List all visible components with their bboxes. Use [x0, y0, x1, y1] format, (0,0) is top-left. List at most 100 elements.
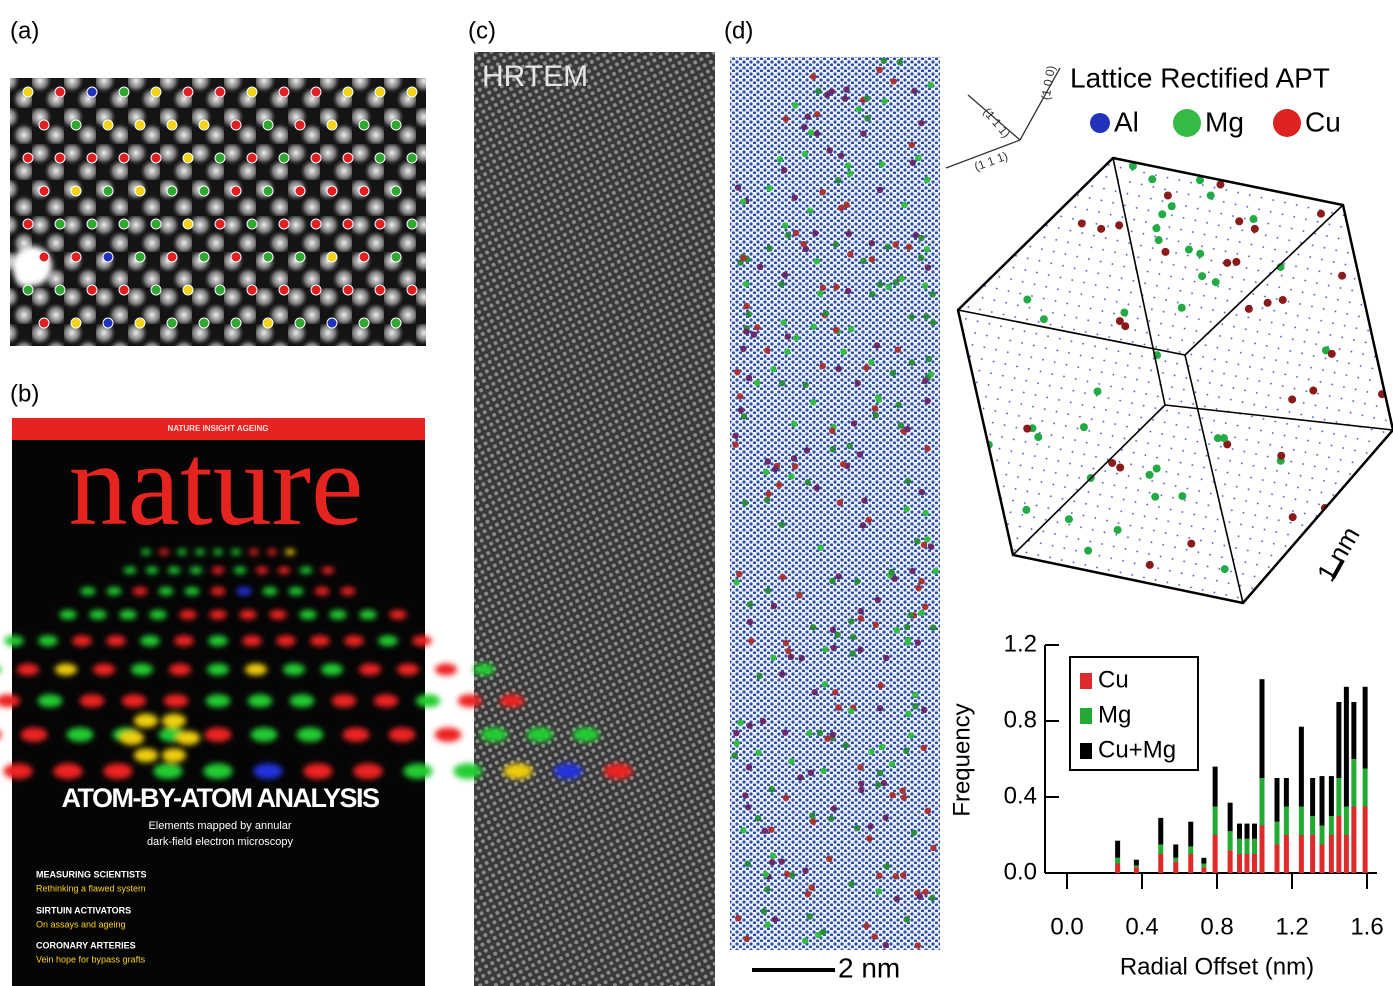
cover-atom — [389, 610, 406, 620]
apt-atom — [1251, 225, 1259, 233]
solute-atom — [889, 569, 895, 575]
cover-masthead: nature — [69, 419, 364, 550]
bar-segment — [1158, 845, 1163, 855]
cover-atom — [119, 610, 136, 620]
solute-atom — [763, 469, 769, 475]
solute-atom — [876, 873, 882, 879]
solute-atom — [802, 938, 808, 944]
solute-atom — [746, 722, 752, 728]
solute-atom — [810, 399, 816, 405]
cover-atom — [378, 635, 398, 646]
solute-atom — [912, 692, 918, 698]
cover-atom — [253, 763, 282, 779]
bar-segment — [1201, 864, 1206, 868]
solute-atom — [779, 671, 785, 677]
atom-dot — [167, 186, 177, 196]
solute-atom — [892, 241, 898, 247]
solute-atom — [847, 170, 853, 176]
atom-dot — [135, 318, 145, 328]
solute-atom — [820, 768, 826, 774]
apt-atom — [1148, 175, 1156, 183]
solute-atom — [792, 463, 798, 469]
bar-segment — [1245, 824, 1250, 839]
bar-segment — [1284, 807, 1289, 836]
solute-atom — [912, 703, 918, 709]
apt-atom — [1120, 309, 1128, 317]
apt-atom — [1178, 304, 1186, 312]
solute-atom — [791, 194, 797, 200]
solute-atom — [804, 113, 810, 119]
solute-atom — [891, 576, 897, 582]
solute-atom — [806, 730, 812, 736]
solute-atom — [793, 230, 799, 236]
apt-atom — [1116, 463, 1124, 471]
solute-atom — [770, 366, 776, 372]
solute-atom — [814, 130, 820, 136]
solute-atom — [837, 499, 843, 505]
cover-atom — [67, 728, 94, 742]
solute-atom — [776, 482, 782, 488]
solute-atom — [923, 313, 929, 319]
direction-label: (1 1 1) — [980, 105, 1013, 141]
solute-atom — [765, 491, 771, 497]
atom-dot — [343, 219, 353, 229]
atom-dot — [215, 153, 225, 163]
apt-atom — [1161, 248, 1169, 256]
apt-atom — [1145, 471, 1153, 479]
apt-atom — [1116, 317, 1124, 325]
solute-atom — [770, 655, 776, 661]
solute-atom — [817, 545, 823, 551]
solute-atom — [851, 420, 857, 426]
cover-atom — [416, 694, 440, 707]
atom-dot — [359, 252, 369, 262]
y-tick-label: 0.8 — [1004, 706, 1037, 733]
cover-atom — [159, 587, 174, 595]
solute-atom — [860, 130, 866, 136]
cover-story-text: On assays and ageing — [36, 919, 126, 929]
solute-atom — [915, 640, 921, 646]
atom-dot — [247, 153, 257, 163]
cover-atom — [263, 587, 278, 595]
solute-atom — [871, 933, 877, 939]
solute-atom — [743, 936, 749, 942]
atom-dot — [279, 87, 289, 97]
solute-atom — [797, 774, 803, 780]
solute-atom — [811, 689, 817, 695]
apt-atom — [1279, 296, 1287, 304]
cover-atom — [133, 587, 148, 595]
page: (a) (b) (c) (d) NATURE INSIGHT AGEING na… — [0, 0, 1393, 986]
atom-dot — [55, 285, 65, 295]
apt-atom — [1114, 526, 1122, 534]
atom-dot — [215, 285, 225, 295]
x-tick-label: 0.0 — [1050, 913, 1083, 940]
solute-atom — [822, 681, 828, 687]
solute-atom — [810, 73, 816, 79]
atom-dot — [215, 87, 225, 97]
cover-atom — [206, 694, 230, 707]
cover-atom — [269, 610, 286, 620]
cover-atom — [278, 567, 290, 574]
solute-atom — [849, 650, 855, 656]
cover-atom — [500, 694, 524, 707]
cover-atom — [299, 610, 316, 620]
atom-dot — [311, 285, 321, 295]
solute-atom — [754, 380, 760, 386]
bar-segment — [1336, 816, 1341, 873]
bar-segment — [1201, 867, 1206, 873]
legend-swatch — [1173, 109, 1201, 137]
cover-atom — [177, 549, 187, 555]
solute-atom — [913, 232, 919, 238]
solute-atom — [740, 346, 746, 352]
solute-atom — [857, 451, 863, 457]
solute-atom — [890, 78, 896, 84]
hrtem-image — [474, 52, 715, 986]
solute-atom — [807, 207, 813, 213]
apt-atom — [1289, 513, 1297, 521]
atom-dot — [327, 120, 337, 130]
bar-segment — [1363, 769, 1368, 807]
cover-atom — [303, 763, 332, 779]
atom-dot — [247, 285, 257, 295]
solute-atom — [918, 255, 924, 261]
atom-dot — [391, 186, 401, 196]
solute-atom — [771, 603, 777, 609]
